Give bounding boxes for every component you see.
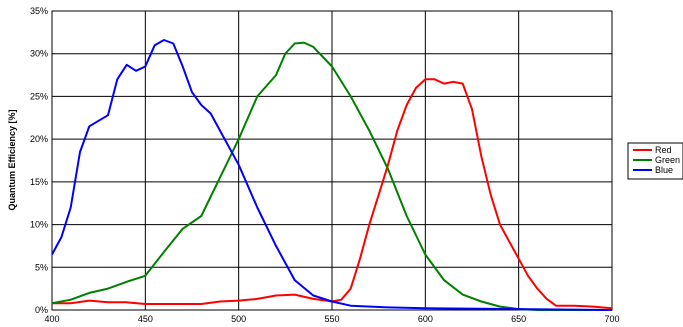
x-tick-label: 700 [604, 314, 619, 324]
x-tick-label: 550 [324, 314, 339, 324]
x-tick-label: 400 [44, 314, 59, 324]
series-line-red [52, 78, 613, 310]
series-line-blue [51, 39, 613, 311]
y-tick-label: 25% [30, 91, 48, 101]
series-line-green [51, 41, 612, 311]
y-tick-label: 0% [35, 305, 48, 315]
legend-label-blue: Blue [655, 165, 673, 175]
y-tick-label: 35% [30, 6, 48, 16]
horizontal-gridlines [52, 53, 612, 268]
plot-border [51, 10, 613, 311]
x-tick-label: 450 [138, 314, 153, 324]
x-tick-label: 650 [511, 314, 526, 324]
y-tick-label: 5% [35, 262, 48, 272]
y-tick-labels: 0% 5% 10% 15% 20% 25% 30% 35% [30, 6, 48, 315]
legend-label-green: Green [655, 155, 680, 165]
y-tick-label: 20% [30, 134, 48, 144]
y-tick-label: 15% [30, 177, 48, 187]
y-tick-label: 10% [30, 220, 48, 230]
series-lines [51, 39, 613, 311]
y-tick-label: 30% [30, 49, 48, 59]
x-tick-label: 600 [418, 314, 433, 324]
x-tick-label: 500 [231, 314, 246, 324]
y-axis-title: Quantum Efficiency [%] [7, 109, 17, 210]
vertical-gridlines [144, 11, 520, 310]
x-tick-labels: 400 450 500 550 600 650 700 [44, 314, 619, 324]
legend-label-red: Red [655, 145, 672, 155]
